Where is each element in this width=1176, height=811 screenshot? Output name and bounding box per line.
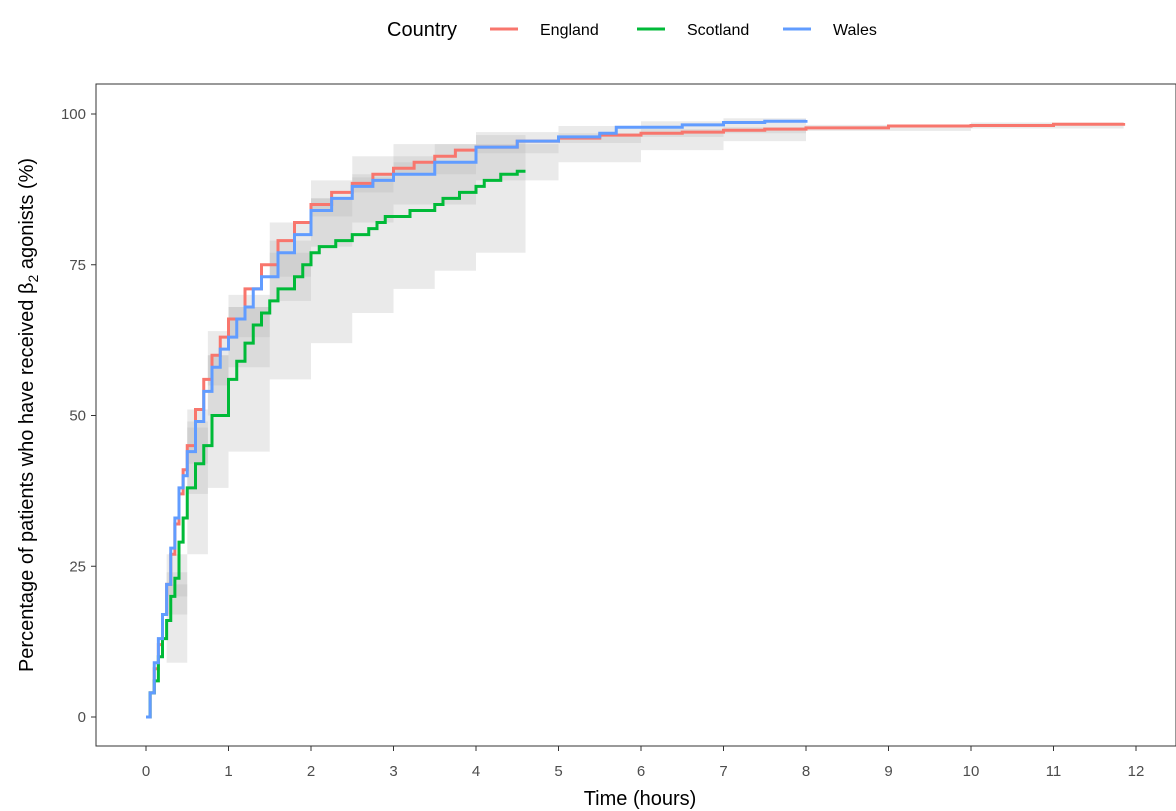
series-line-england <box>146 122 1126 719</box>
x-tick-label: 8 <box>802 763 810 780</box>
x-tick-label: 6 <box>637 763 645 780</box>
x-tick-label: 12 <box>1128 763 1145 780</box>
x-tick-label: 5 <box>554 763 562 780</box>
x-tick-label: 0 <box>142 763 150 780</box>
legend: Country England Scotland Wales <box>387 19 877 41</box>
x-tick-label: 2 <box>307 763 315 780</box>
y-tick-label: 100 <box>61 106 86 123</box>
x-tick-label: 1 <box>224 763 232 780</box>
x-tick-label: 10 <box>963 763 980 780</box>
y-axis-title: Percentage of patients who have received… <box>16 158 41 672</box>
x-axis-title: Time (hours) <box>584 788 697 810</box>
legend-label-england: England <box>540 22 599 39</box>
series-line-wales <box>146 119 808 719</box>
legend-title: Country <box>387 19 457 41</box>
confidence-band-scotland <box>146 132 526 718</box>
y-axis: 0 25 50 75 100 <box>61 106 96 726</box>
y-tick-label: 75 <box>69 257 86 274</box>
confidence-band-wales <box>146 116 806 718</box>
x-tick-label: 9 <box>884 763 892 780</box>
x-tick-label: 4 <box>472 763 480 780</box>
legend-label-wales: Wales <box>833 22 877 39</box>
y-tick-label: 50 <box>69 408 86 425</box>
x-tick-label: 7 <box>719 763 727 780</box>
y-tick-label: 0 <box>78 709 86 726</box>
legend-label-scotland: Scotland <box>687 22 749 39</box>
confidence-band-england <box>146 120 1124 717</box>
x-tick-label: 11 <box>1046 763 1062 780</box>
series-line-scotland <box>146 169 526 719</box>
confidence-bands <box>146 116 1124 718</box>
x-axis: 0 1 2 3 4 5 6 7 8 9 10 11 12 <box>142 746 1145 780</box>
series-lines <box>146 119 1126 719</box>
y-tick-label: 25 <box>69 558 86 575</box>
x-tick-label: 3 <box>389 763 397 780</box>
